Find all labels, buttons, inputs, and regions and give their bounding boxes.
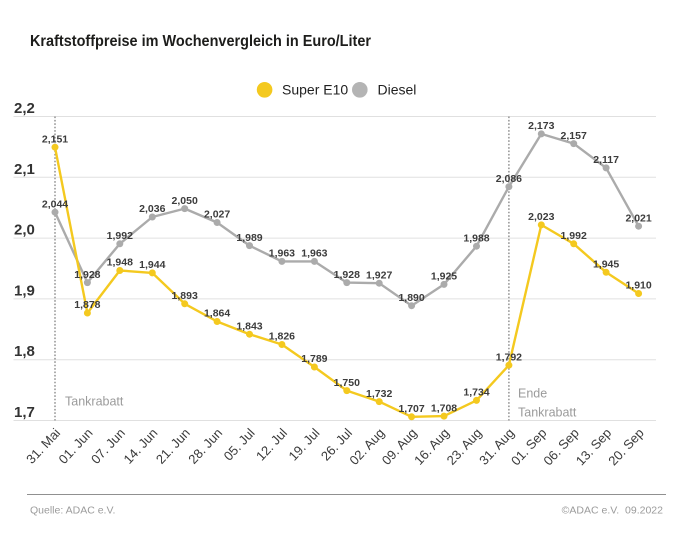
svg-text:1,734: 1,734 xyxy=(463,387,489,399)
svg-text:23. Aug: 23. Aug xyxy=(444,425,485,467)
svg-text:2,157: 2,157 xyxy=(561,130,587,142)
svg-text:1,992: 1,992 xyxy=(107,230,133,242)
svg-text:1,988: 1,988 xyxy=(463,232,489,244)
svg-text:01. Jun: 01. Jun xyxy=(56,425,96,466)
svg-text:2,036: 2,036 xyxy=(139,203,165,215)
svg-text:2,173: 2,173 xyxy=(528,120,554,132)
svg-text:1,708: 1,708 xyxy=(431,402,457,414)
svg-text:1,732: 1,732 xyxy=(366,388,392,400)
svg-text:02. Aug: 02. Aug xyxy=(346,425,387,467)
svg-text:1,789: 1,789 xyxy=(301,353,327,365)
svg-text:Ende: Ende xyxy=(518,387,547,401)
svg-text:1,928: 1,928 xyxy=(74,269,100,281)
svg-text:07. Jun: 07. Jun xyxy=(88,425,128,466)
svg-text:1,989: 1,989 xyxy=(236,232,262,244)
svg-text:Quelle: ADAC e.V.: Quelle: ADAC e.V. xyxy=(30,505,115,517)
svg-text:1,750: 1,750 xyxy=(334,377,360,389)
svg-text:2,021: 2,021 xyxy=(625,212,651,224)
svg-text:19. Jul: 19. Jul xyxy=(285,425,322,463)
svg-text:©ADAC e.V. 09.2022: ©ADAC e.V. 09.2022 xyxy=(562,505,663,517)
svg-text:1,890: 1,890 xyxy=(398,292,424,304)
svg-text:2,027: 2,027 xyxy=(204,209,230,221)
svg-text:1,948: 1,948 xyxy=(107,257,133,269)
svg-text:1,9: 1,9 xyxy=(14,282,35,299)
svg-text:2,044: 2,044 xyxy=(42,198,68,210)
svg-text:2,050: 2,050 xyxy=(172,195,198,207)
svg-text:12. Jul: 12. Jul xyxy=(253,425,290,463)
svg-text:1,944: 1,944 xyxy=(139,259,165,271)
svg-text:1,826: 1,826 xyxy=(269,331,295,343)
svg-text:31. Mai: 31. Mai xyxy=(23,425,63,466)
svg-text:14. Jun: 14. Jun xyxy=(120,425,160,466)
svg-text:1,843: 1,843 xyxy=(236,320,262,332)
svg-text:2,117: 2,117 xyxy=(593,154,619,166)
svg-text:2,0: 2,0 xyxy=(14,222,35,239)
svg-text:1,928: 1,928 xyxy=(334,269,360,281)
svg-text:1,992: 1,992 xyxy=(561,230,587,242)
svg-text:1,707: 1,707 xyxy=(398,403,424,415)
svg-text:2,023: 2,023 xyxy=(528,211,554,223)
svg-text:1,927: 1,927 xyxy=(366,269,392,281)
svg-text:09. Aug: 09. Aug xyxy=(379,425,420,467)
svg-text:1,963: 1,963 xyxy=(301,248,327,260)
svg-text:1,7: 1,7 xyxy=(14,404,35,421)
svg-text:Kraftstoffpreise im Wochenverg: Kraftstoffpreise im Wochenvergleich in E… xyxy=(30,33,371,50)
svg-text:2,2: 2,2 xyxy=(14,100,35,117)
svg-text:16. Aug: 16. Aug xyxy=(411,425,452,467)
svg-text:Super E10: Super E10 xyxy=(282,82,348,98)
svg-text:Tankrabatt: Tankrabatt xyxy=(518,406,577,420)
svg-text:20. Sep: 20. Sep xyxy=(605,425,647,468)
svg-text:1,963: 1,963 xyxy=(269,248,295,260)
svg-text:1,925: 1,925 xyxy=(431,271,457,283)
svg-text:1,792: 1,792 xyxy=(496,351,522,363)
svg-text:1,910: 1,910 xyxy=(625,280,651,292)
svg-text:1,8: 1,8 xyxy=(14,343,35,360)
svg-text:2,1: 2,1 xyxy=(14,161,35,178)
svg-text:Diesel: Diesel xyxy=(378,82,417,98)
svg-text:2,086: 2,086 xyxy=(496,173,522,185)
svg-text:1,878: 1,878 xyxy=(74,299,100,311)
svg-text:1,893: 1,893 xyxy=(172,290,198,302)
svg-text:Tankrabatt: Tankrabatt xyxy=(65,395,124,409)
svg-text:28. Jun: 28. Jun xyxy=(185,425,225,466)
svg-text:05. Jul: 05. Jul xyxy=(221,425,258,463)
svg-text:21. Jun: 21. Jun xyxy=(153,425,193,466)
svg-text:1,945: 1,945 xyxy=(593,259,619,271)
svg-text:2,151: 2,151 xyxy=(42,133,68,145)
svg-text:1,864: 1,864 xyxy=(204,308,230,320)
